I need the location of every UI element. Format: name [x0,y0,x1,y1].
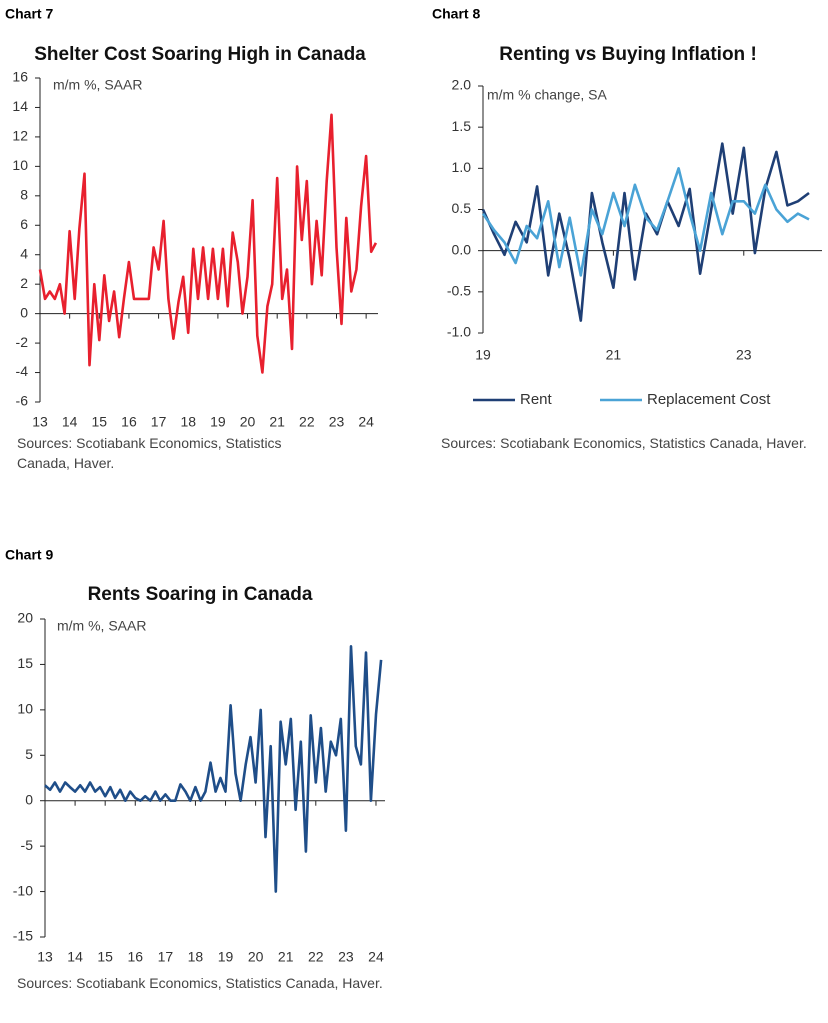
x-tick-label: 15 [92,414,108,430]
source-note: Sources: Scotiabank Economics, Statistic… [441,435,807,451]
y-tick-label: 10 [12,157,28,173]
x-tick-label: 24 [358,414,374,430]
y-tick-label: 4 [20,245,28,261]
x-tick-label: 17 [151,414,167,430]
x-tick-label: 22 [308,949,324,965]
y-tick-label: 20 [17,610,33,626]
chart-label: Chart 7 [5,6,53,22]
x-tick-label: 23 [338,949,354,965]
chart-title: Shelter Cost Soaring High in Canada [34,44,366,65]
source-note: Sources: Scotiabank Economics, Statistic… [17,435,282,471]
x-tick-label: 20 [248,949,264,965]
x-tick-label: 24 [368,949,384,965]
y-tick-label: -6 [16,393,29,409]
series-line [481,142,810,322]
series-line [38,113,378,374]
y-tick-label: 5 [25,746,33,762]
legend-label: Replacement Cost [647,391,771,408]
y-tick-label: 0.0 [452,241,472,257]
x-tick-label: 13 [37,949,53,965]
y-tick-label: 0.5 [452,200,472,216]
x-tick-label: 16 [127,949,143,965]
x-tick-label: 23 [736,347,752,363]
x-tick-label: 19 [475,347,491,363]
x-tick-label: 21 [278,949,294,965]
y-tick-label: 6 [20,216,28,232]
x-tick-label: 23 [329,414,345,430]
x-tick-label: 19 [218,949,234,965]
y-tick-label: -0.5 [447,283,471,299]
x-tick-label: 20 [240,414,256,430]
x-tick-label: 17 [158,949,174,965]
x-tick-label: 21 [269,414,285,430]
y-tick-label: -4 [16,363,29,379]
series-line [44,645,383,893]
y-tick-label: -15 [13,928,33,944]
subtitle: m/m %, SAAR [57,618,146,634]
legend-label: Rent [520,391,553,408]
y-tick-label: -5 [21,837,34,853]
y-tick-label: 16 [12,69,28,85]
y-tick-label: 14 [12,98,28,114]
y-tick-label: -1.0 [447,324,471,340]
x-tick-label: 18 [188,949,204,965]
series-line [481,167,810,277]
chart-title: Renting vs Buying Inflation ! [499,44,757,65]
x-tick-label: 13 [32,414,48,430]
subtitle: m/m % change, SA [487,87,607,103]
y-tick-label: 1.5 [452,118,472,134]
y-tick-label: -2 [16,334,29,350]
source-note: Sources: Scotiabank Economics, Statistic… [17,975,383,991]
y-tick-label: 10 [17,701,33,717]
x-tick-label: 22 [299,414,315,430]
chart-title: Rents Soaring in Canada [88,584,313,605]
subtitle: m/m %, SAAR [53,77,142,93]
y-tick-label: 0 [25,791,33,807]
y-tick-label: 12 [12,128,28,144]
x-tick-label: 19 [210,414,226,430]
x-tick-label: 16 [121,414,137,430]
y-tick-label: 8 [20,187,28,203]
x-tick-label: 21 [606,347,622,363]
y-tick-label: 15 [17,655,33,671]
y-tick-label: 0 [20,304,28,320]
y-tick-label: 1.0 [452,159,472,175]
x-tick-label: 15 [97,949,113,965]
chart-label: Chart 8 [432,6,480,22]
y-tick-label: 2 [20,275,28,291]
chart-label: Chart 9 [5,547,53,563]
x-tick-label: 14 [67,949,83,965]
y-tick-label: 2.0 [452,77,472,93]
x-tick-label: 18 [180,414,196,430]
x-tick-label: 14 [62,414,78,430]
y-tick-label: -10 [13,882,33,898]
